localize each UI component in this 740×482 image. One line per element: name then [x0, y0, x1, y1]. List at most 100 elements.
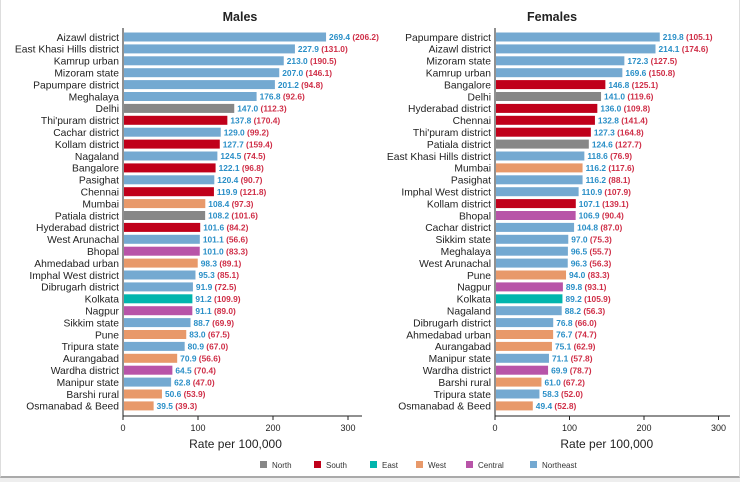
value-label: 227.9 — [298, 44, 319, 54]
category-label: Wardha district — [51, 366, 119, 377]
data-label: 89.8 (93.1) — [566, 282, 607, 292]
data-label: 127.3 (164.8) — [594, 127, 644, 137]
category-label: Hyderabad district — [36, 223, 119, 234]
bar — [124, 401, 154, 411]
legend-swatch-northeast — [530, 461, 537, 468]
data-label: 101.0 (83.3) — [203, 246, 248, 256]
x-tick-label: 300 — [711, 423, 726, 433]
category-label: Mumbai — [454, 164, 491, 175]
data-label: 96.3 (56.3) — [571, 258, 612, 268]
category-label: Papumpare district — [33, 80, 119, 91]
data-label: 169.6 (150.8) — [625, 68, 675, 78]
bar — [124, 270, 196, 280]
x-tick-label: 0 — [120, 423, 125, 433]
data-label: 118.6 (76.9) — [587, 151, 632, 161]
bar — [124, 163, 216, 173]
paren-value-label: (125.1) — [629, 80, 658, 90]
bar — [124, 365, 173, 375]
bar — [124, 377, 172, 387]
bar — [496, 270, 567, 280]
data-label: 83.0 (67.5) — [189, 330, 230, 340]
value-label: 136.0 — [600, 104, 621, 114]
paren-value-label: (119.6) — [625, 92, 654, 102]
data-label: 110.9 (107.9) — [582, 187, 632, 197]
bar — [124, 115, 228, 125]
value-label: 119.9 — [217, 187, 238, 197]
data-label: 120.4 (90.7) — [217, 175, 262, 185]
category-label: Osmanabad & Beed — [398, 402, 491, 413]
paren-value-label: (88.1) — [606, 175, 630, 185]
category-label: East Khasi Hills district — [387, 152, 491, 163]
paren-value-label: (105.9) — [582, 294, 611, 304]
paren-value-label: (69.9) — [210, 318, 234, 328]
category-label: Manipur state — [429, 354, 492, 365]
data-label: 80.9 (67.0) — [188, 342, 229, 352]
paren-value-label: (107.9) — [602, 187, 631, 197]
paren-value-label: (164.8) — [615, 127, 644, 137]
paren-value-label: (53.9) — [181, 389, 205, 399]
category-label: Aurangabad — [435, 342, 491, 353]
x-axis-label: Rate per 100,000 — [560, 437, 653, 451]
value-label: 62.8 — [174, 377, 191, 387]
category-label: Imphal West district — [401, 188, 491, 199]
legend-swatch-west — [416, 461, 423, 468]
category-label: Kolkata — [457, 295, 492, 306]
data-label: 207.0 (146.1) — [282, 68, 332, 78]
paren-value-label: (67.5) — [206, 330, 230, 340]
legend-label-northeast: Northeast — [542, 461, 577, 470]
paren-value-label: (52.8) — [552, 401, 576, 411]
category-label: Nagaland — [75, 152, 119, 163]
value-label: 137.8 — [230, 116, 251, 126]
value-label: 107.1 — [579, 199, 600, 209]
paren-value-label: (56.6) — [196, 354, 220, 364]
value-label: 94.0 — [569, 270, 586, 280]
value-label: 106.9 — [579, 211, 600, 221]
data-label: 91.2 (109.9) — [195, 294, 240, 304]
data-label: 214.1 (174.6) — [659, 44, 709, 54]
category-label: Kollam district — [55, 140, 119, 151]
category-label: Dibrugarh district — [413, 318, 491, 329]
x-axis-label: Rate per 100,000 — [189, 437, 282, 451]
paren-value-label: (67.2) — [561, 377, 585, 387]
bar — [124, 80, 275, 90]
panel-males: Males Aizawl district 269.4 (206.2) East Kh… — [15, 10, 379, 451]
data-label: 101.1 (56.6) — [203, 235, 248, 245]
paren-value-label: (66.0) — [573, 318, 597, 328]
value-label: 104.8 — [577, 223, 598, 233]
data-label: 88.7 (69.9) — [194, 318, 235, 328]
data-label: 88.2 (56.3) — [565, 306, 606, 316]
category-label: West Arunachal — [47, 235, 119, 246]
value-label: 96.3 — [571, 258, 588, 268]
value-label: 76.7 — [556, 330, 573, 340]
category-label: Imphal West district — [29, 271, 119, 282]
value-label: 122.1 — [219, 163, 240, 173]
paren-value-label: (70.4) — [192, 365, 216, 375]
value-label: 141.0 — [604, 92, 625, 102]
data-label: 76.8 (66.0) — [556, 318, 597, 328]
category-label: Dibrugarh district — [41, 283, 119, 294]
paren-value-label: (190.5) — [308, 56, 337, 66]
paren-value-label: (127.7) — [613, 139, 642, 149]
bar — [124, 294, 193, 304]
data-label: 98.3 (89.1) — [201, 258, 242, 268]
category-label: Aizawl district — [429, 45, 492, 56]
category-label: Barshi rural — [438, 378, 491, 389]
data-label: 91.9 (72.5) — [196, 282, 237, 292]
data-label: 147.0 (112.3) — [237, 104, 287, 114]
value-label: 91.9 — [196, 282, 213, 292]
value-label: 95.3 — [198, 270, 215, 280]
bar — [496, 222, 575, 232]
value-label: 201.2 — [278, 80, 299, 90]
bar — [124, 222, 201, 232]
bar — [124, 258, 198, 268]
paren-value-label: (92.6) — [281, 92, 305, 102]
category-label: Meghalaya — [441, 247, 492, 258]
bar — [496, 318, 554, 328]
paren-value-label: (56.6) — [224, 235, 248, 245]
bar — [124, 151, 218, 161]
data-label: 71.1 (57.8) — [552, 354, 593, 364]
data-label: 172.3 (127.5) — [627, 56, 677, 66]
value-label: 88.7 — [194, 318, 211, 328]
bar — [124, 353, 178, 363]
bar — [496, 199, 576, 209]
